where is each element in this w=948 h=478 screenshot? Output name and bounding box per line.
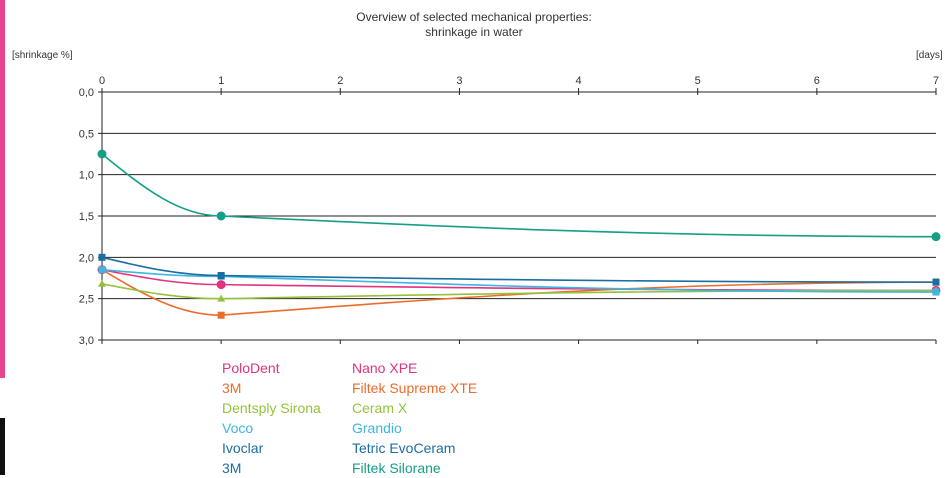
legend-product-3: Ceram X	[352, 400, 408, 416]
x-axis-label: [days]	[916, 50, 943, 61]
x-tick-label-1: 1	[218, 75, 224, 87]
series-6-marker-2	[931, 232, 941, 242]
series-2-marker-1	[217, 311, 225, 319]
series-line-1	[101, 268, 937, 292]
legend-manufacturer-3: Dentsply Sirona	[222, 400, 321, 416]
x-tick-label-3: 3	[456, 75, 462, 87]
x-tick-label-6: 6	[814, 75, 820, 87]
legend-manufacturer-6: 3M	[222, 460, 242, 476]
series-line-5	[101, 256, 937, 283]
legend-manufacturer-1: PoloDent	[222, 360, 280, 376]
y-tick-label-2: 1,0	[79, 170, 94, 182]
legend-product-2: Filtek Supreme XTE	[352, 380, 478, 396]
series-4-marker-2	[932, 288, 940, 296]
legend-product-1: Nano XPE	[352, 360, 418, 376]
legend-manufacturer-5: Ivoclar	[222, 440, 264, 456]
series-line-2	[101, 269, 937, 317]
y-tick-label-4: 2,0	[79, 252, 94, 264]
legend-product-4: Grandio	[352, 420, 402, 436]
series-5-marker-0	[98, 253, 106, 261]
series-5-marker-2	[932, 278, 940, 286]
y-axis-label: [shrinkage %]	[12, 50, 73, 61]
series-3-marker-1	[217, 294, 226, 302]
x-tick-label-5: 5	[695, 75, 701, 87]
series-4-marker-0	[98, 266, 106, 274]
chart-title: Overview of selected mechanical properti…	[356, 10, 592, 24]
y-tick-label-0: 0,0	[79, 87, 94, 99]
y-tick-label-5: 2,5	[79, 294, 94, 306]
series-1-marker-1	[216, 280, 226, 290]
series-5-marker-1	[217, 272, 225, 280]
chart-legend: PoloDent Nano XPE 3M Filtek Supreme XTE …	[222, 358, 477, 478]
x-tick-label-2: 2	[337, 75, 343, 87]
left-edge-accent-pink	[0, 0, 5, 378]
legend-product-6: Filtek Silorane	[352, 460, 441, 476]
y-tick-label-3: 1,5	[79, 211, 94, 223]
chart-subtitle: shrinkage in water	[425, 25, 523, 39]
y-tick-label-6: 3,0	[79, 335, 94, 347]
left-edge-accent-black	[0, 418, 5, 475]
legend-product-5: Tetric EvoCeram	[352, 440, 456, 456]
legend-manufacturer-4: Voco	[222, 420, 254, 436]
series-6-marker-1	[216, 211, 226, 221]
series-line-6	[101, 153, 937, 238]
x-tick-label-7: 7	[933, 75, 939, 87]
series-6-marker-0	[97, 149, 107, 159]
y-tick-label-1: 0,5	[79, 128, 94, 140]
legend-manufacturer-2: 3M	[222, 380, 242, 396]
series-3-marker-0	[98, 279, 106, 287]
series-line-4	[101, 268, 937, 293]
x-tick-label-0: 0	[99, 75, 105, 87]
x-tick-label-4: 4	[576, 75, 582, 87]
